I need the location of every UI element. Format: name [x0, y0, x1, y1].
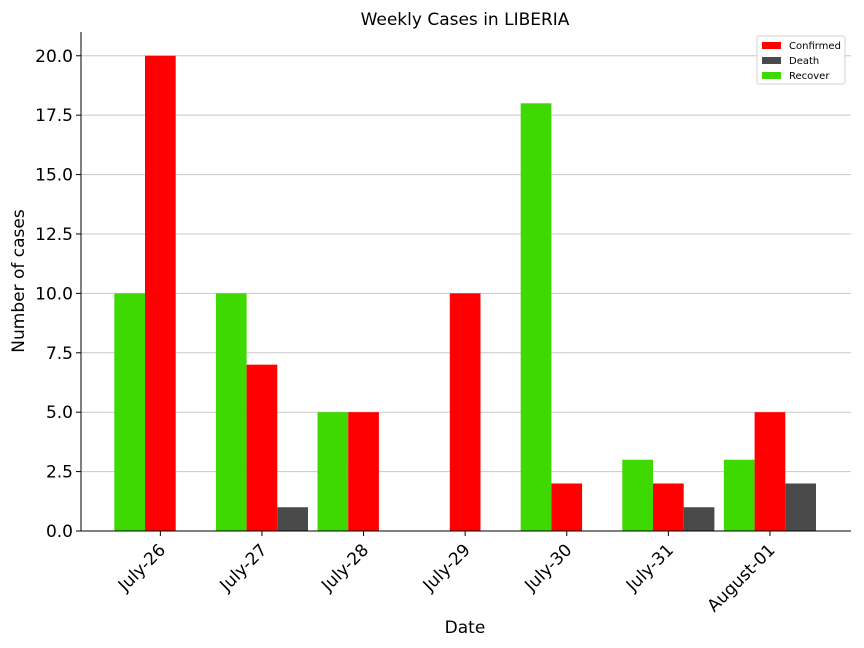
bar-recover-july-28 — [317, 412, 349, 531]
bar-confirmed-august-01 — [754, 412, 786, 531]
y-tick-label: 20.0 — [35, 47, 73, 67]
y-tick-label: 10.0 — [35, 284, 73, 304]
legend-label-confirmed: Confirmed — [789, 41, 841, 52]
x-tick-label: July-26 — [114, 540, 170, 596]
bar-confirmed-july-26 — [145, 55, 176, 532]
legend-swatch-recover — [762, 72, 781, 79]
bar-confirmed-july-31 — [653, 483, 684, 531]
legend-swatch-confirmed — [762, 42, 781, 49]
y-tick-label: 17.5 — [35, 106, 73, 126]
x-tick-label: July-28 — [317, 540, 373, 596]
bar-death-july-31 — [683, 507, 715, 531]
bar-death-july-27 — [277, 507, 308, 531]
bar-recover-august-01 — [723, 459, 755, 531]
y-tick-label: 2.5 — [46, 463, 73, 483]
x-tick-label: August-01 — [704, 540, 780, 616]
bar-confirmed-july-27 — [246, 364, 278, 531]
y-tick-label: 7.5 — [46, 344, 73, 364]
bar-recover-july-27 — [215, 293, 247, 531]
y-tick-label: 12.5 — [35, 225, 73, 245]
bar-recover-july-31 — [622, 459, 653, 531]
bar-confirmed-july-29 — [449, 293, 481, 531]
y-axis-label: Number of cases — [9, 209, 29, 353]
bar-confirmed-july-30 — [551, 483, 583, 531]
bar-recover-july-26 — [114, 293, 145, 531]
x-axis-label: Date — [445, 618, 486, 638]
legend-label-recover: Recover — [789, 71, 830, 82]
x-tick-label: July-31 — [622, 540, 678, 596]
legend: Confirmed Death Recover — [756, 35, 846, 85]
y-tick-label: 15.0 — [35, 166, 73, 186]
legend-swatch-death — [762, 57, 781, 64]
x-tick-label: July-29 — [419, 540, 475, 596]
y-tick-label: 5.0 — [46, 403, 73, 423]
x-tick-label: July-30 — [520, 540, 576, 596]
bars — [114, 55, 816, 532]
bar-death-august-01 — [785, 483, 816, 531]
x-tick-label: July-27 — [216, 540, 272, 596]
y-tick-label: 0.0 — [46, 522, 73, 542]
chart-title: Weekly Cases in LIBERIA — [361, 10, 570, 30]
bar-recover-july-30 — [520, 103, 552, 532]
legend-label-death: Death — [789, 56, 819, 67]
bar-confirmed-july-28 — [348, 412, 379, 531]
